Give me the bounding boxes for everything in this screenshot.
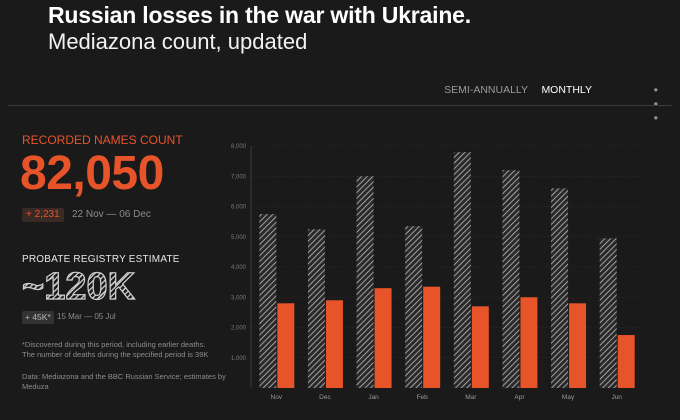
recorded-period: 22 Nov — 06 Dec — [72, 209, 151, 220]
y-tick-label: 1,000 — [231, 356, 247, 362]
bar-hatched-jun — [599, 238, 617, 388]
x-tick-label: Jun — [611, 394, 622, 401]
x-tick-label: Dec — [319, 394, 331, 401]
bar-hatched-jan — [356, 176, 374, 388]
page-title: Russian losses in the war with Ukraine. — [48, 2, 471, 28]
y-tick-label: 7,000 — [231, 174, 247, 180]
tab-monthly[interactable]: MONTHLY — [541, 84, 592, 96]
probate-period: 15 Mar — 05 Jul — [57, 312, 116, 321]
x-tick-label: Nov — [271, 394, 283, 401]
x-tick-label: May — [562, 394, 575, 401]
x-tick-label: Apr — [514, 394, 525, 401]
bar-solid-may — [569, 303, 587, 388]
bar-solid-apr — [520, 297, 538, 388]
bar-solid-jan — [374, 288, 392, 388]
recorded-names-label: RECORDED NAMES COUNT — [22, 133, 183, 147]
header-divider — [8, 105, 672, 106]
y-tick-label: 5,000 — [231, 235, 247, 241]
footnote: *Discovered during this period, includin… — [22, 340, 234, 360]
bar-hatched-nov — [259, 214, 277, 388]
x-tick-label: Mar — [465, 394, 477, 401]
recorded-names-count: 82,050 — [20, 147, 164, 200]
bar-hatched-mar — [453, 152, 471, 388]
bar-hatched-may — [551, 188, 569, 388]
y-tick-label: 4,000 — [231, 265, 247, 271]
x-tick-label: Jan — [368, 394, 379, 401]
footnote-line-2: The number of deaths during the specifie… — [22, 350, 209, 359]
bar-hatched-apr — [502, 170, 520, 388]
probate-estimate-label: PROBATE REGISTRY ESTIMATE — [22, 254, 180, 265]
y-tick-label: 8,000 — [231, 144, 247, 150]
probate-estimate-value: ~120K — [21, 265, 136, 308]
x-tick-label: Feb — [417, 394, 429, 401]
recorded-delta-badge: + 2,231 — [22, 208, 64, 222]
bar-solid-jun — [617, 335, 635, 388]
bar-hatched-feb — [405, 226, 423, 388]
bar-solid-dec — [325, 300, 343, 388]
bar-solid-nov — [277, 303, 295, 388]
bar-hatched-dec — [307, 229, 325, 388]
y-tick-label: 3,000 — [231, 295, 247, 301]
source-note: Data: Mediazona and the BBC Russian Serv… — [22, 372, 226, 391]
page-subtitle: Mediazona count, updated — [48, 29, 308, 54]
bar-solid-feb — [423, 286, 441, 388]
more-options-icon[interactable]: • • • — [653, 83, 660, 125]
tab-semi-annually[interactable]: SEMI-ANNUALLY — [444, 84, 528, 96]
y-tick-label: 6,000 — [231, 205, 247, 211]
footnote-line-1: *Discovered during this period, includin… — [22, 340, 206, 349]
probate-delta-badge: + 45K* — [22, 311, 54, 324]
y-tick-label: 2,000 — [231, 326, 247, 332]
bar-solid-mar — [471, 306, 489, 388]
